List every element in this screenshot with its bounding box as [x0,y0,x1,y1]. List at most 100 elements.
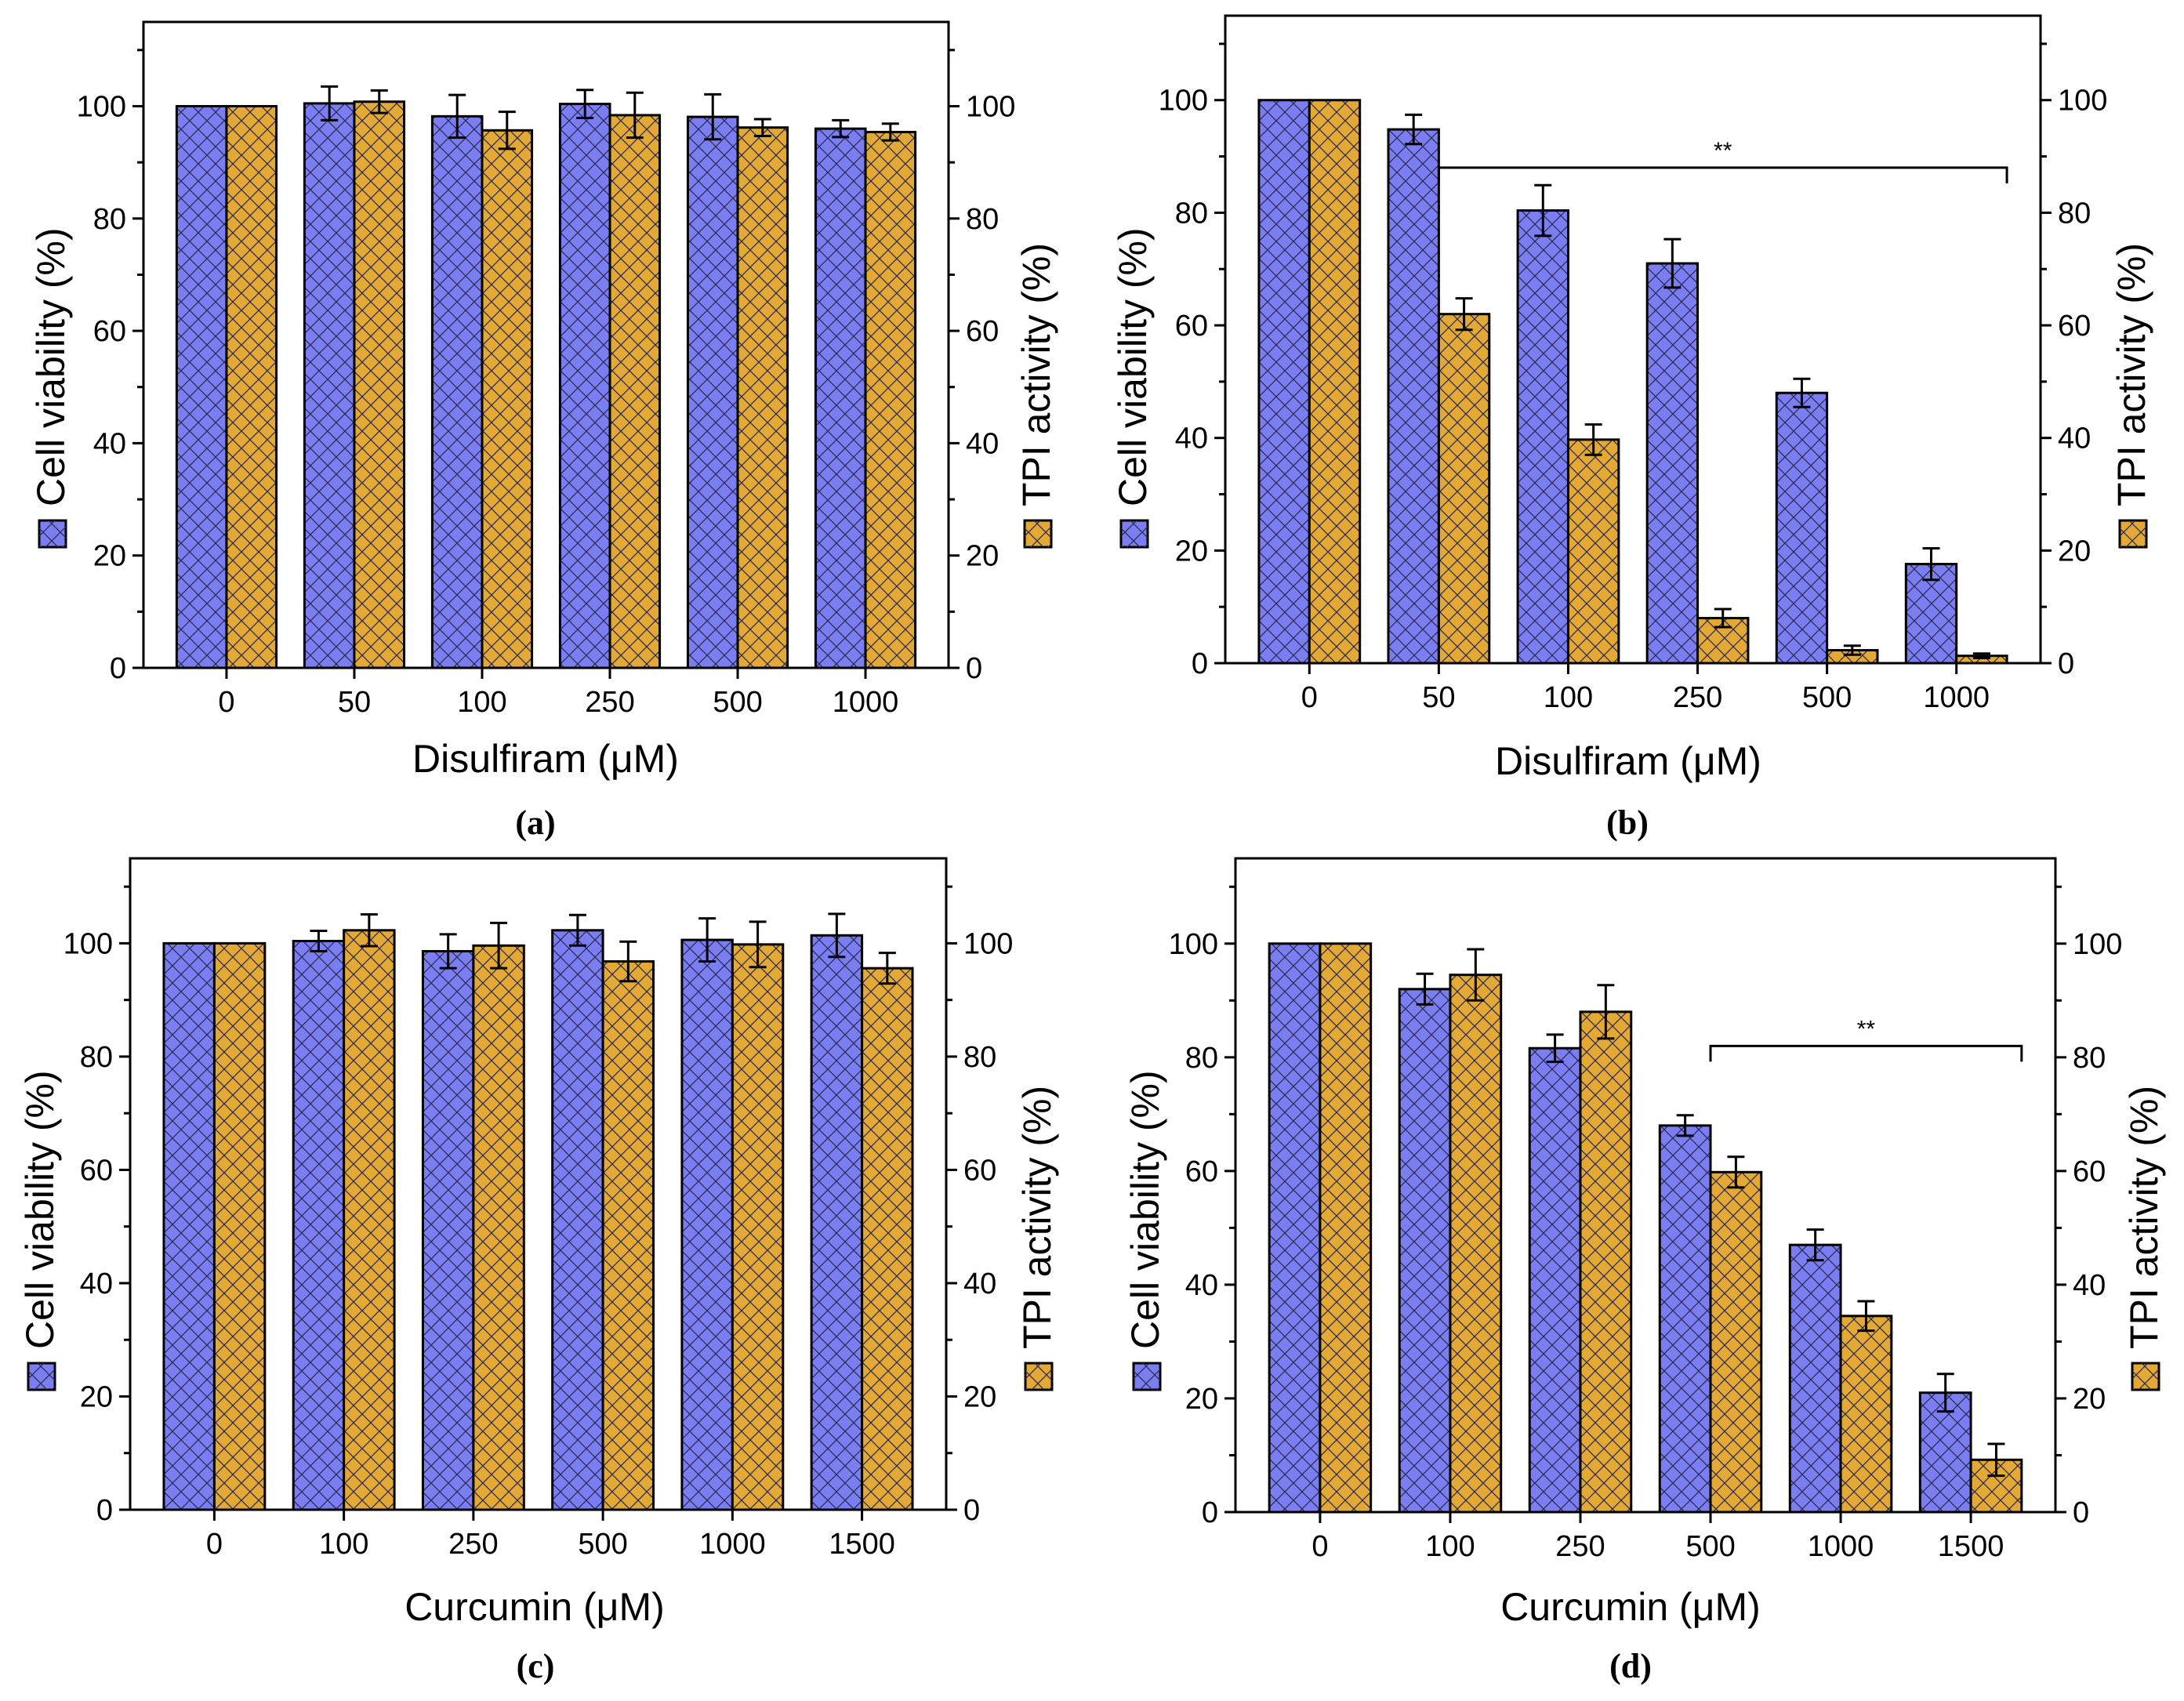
x-tick-label-a-1: 50 [338,686,371,719]
y-axis-label-left-a: Cell viability (%) [29,227,73,506]
sig-d: ** [1709,1016,2023,1062]
y-axis-right-b: TPI activity (%) [2110,243,2153,549]
y-tick-label-right-d-0: 0 [2073,1496,2089,1529]
y-tick-label-left-a-2: 40 [93,427,126,460]
y-tick-label-left-c-2: 40 [80,1268,113,1300]
errors-c [310,912,896,985]
x-tick-label-c-3: 500 [578,1528,627,1561]
bar-hatch-d-s2-3 [1709,1170,1763,1514]
x-tick-label-a-2: 100 [457,686,506,719]
bar-hatch-c-s1-2 [421,950,475,1511]
bar-hatch-c-s1-4 [680,938,734,1511]
y-tick-label-left-c-4: 80 [80,1041,113,1074]
y-tick-label-left-d-0: 0 [1202,1496,1218,1529]
y-tick-label-right-d-2: 40 [2073,1269,2106,1302]
y-tick-label-left-d-5: 100 [1169,928,1218,961]
y-tick-label-left-b-2: 40 [1175,423,1208,455]
bar-hatch-a-s2-1 [353,100,406,669]
y-tick-label-right-a-0: 0 [966,652,982,685]
y-axis-right-c: TPI activity (%) [1015,1086,1059,1391]
y-axis-right-d: TPI activity (%) [2122,1086,2166,1391]
y-tick-label-right-b-3: 60 [2058,310,2091,343]
x-tick-label-c-1: 100 [319,1528,368,1561]
legend-hatch-a-s2 [1025,520,1051,547]
y-tick-label-left-d-2: 40 [1185,1269,1218,1302]
bar-hatch-d-s2-0 [1319,942,1373,1514]
bar-hatch-c-s1-5 [810,934,864,1511]
bar-hatch-a-s2-3 [608,114,662,669]
y-tick-label-right-d-4: 80 [2073,1042,2106,1075]
y-axis-left-c: Cell viability (%) [18,1070,62,1391]
panel-c: 0 100 250 500 1000 1500 0 0 20 20 40 40 60 60 80 80 100… [18,857,1059,1685]
y-tick-label-left-d-1: 20 [1185,1383,1218,1416]
x-tick-label-b-5: 1000 [1923,681,1990,714]
y-tick-label-left-b-5: 100 [1159,85,1208,118]
bar-hatch-c-s1-3 [551,929,604,1511]
y-tick-label-left-b-1: 20 [1175,535,1208,568]
y-tick-label-right-c-4: 80 [963,1041,996,1074]
x-tick-label-d-1: 100 [1425,1530,1475,1563]
panel-label-b: (b) [1606,803,1649,842]
bar-hatch-b-s2-2 [1566,438,1620,665]
y-tick-label-right-c-2: 40 [963,1268,996,1300]
plot-frame-a [142,20,950,669]
bar-hatch-a-s1-4 [686,115,739,669]
yticks-d: 0 0 20 20 40 40 60 60 80 80 100 100 [1169,885,2122,1529]
y-axis-left-a: Cell viability (%) [29,227,73,549]
legend-hatch-d-s1 [1134,1363,1160,1390]
x-tick-label-d-3: 500 [1685,1530,1735,1563]
y-tick-label-left-c-1: 20 [80,1380,113,1413]
panel-label-d: (d) [1609,1647,1652,1685]
y-tick-label-left-b-0: 0 [1192,647,1208,680]
y-tick-label-left-a-1: 20 [93,540,126,573]
y-tick-label-right-b-0: 0 [2058,647,2074,680]
bar-hatch-c-s2-2 [472,944,525,1511]
bar-hatch-a-s1-1 [303,102,356,669]
significance-label-b: ** [1714,138,1732,164]
y-tick-label-left-a-3: 60 [93,315,126,348]
y-axis-left-b: Cell viability (%) [1111,227,1155,549]
bar-hatch-b-s2-1 [1437,313,1491,665]
y-tick-label-right-a-5: 100 [966,90,1015,123]
bar-hatch-d-s2-4 [1839,1315,1893,1514]
x-tick-label-d-0: 0 [1311,1530,1328,1563]
y-tick-label-left-c-3: 60 [80,1154,113,1187]
y-tick-label-right-b-2: 40 [2058,423,2091,455]
panel-label-a: (a) [515,803,555,842]
y-tick-label-right-b-1: 20 [2058,535,2091,568]
bar-hatch-a-s1-5 [814,127,867,669]
bar-hatch-a-s2-4 [736,126,789,669]
x-tick-label-a-0: 0 [218,686,234,719]
legend-hatch-c-s1 [28,1363,55,1390]
legend-hatch-b-s1 [1121,520,1148,547]
yticks-c: 0 0 20 20 40 40 60 60 80 80 100 100 [63,885,1013,1527]
x-tick-label-a-3: 250 [585,686,634,719]
y-tick-label-right-b-5: 100 [2058,85,2107,118]
significance-bracket-b [1437,166,2008,183]
bar-hatch-b-s1-3 [1645,262,1700,665]
bar-hatch-a-s1-0 [175,104,228,669]
bar-hatch-c-s1-0 [162,941,216,1511]
plot-frame-c [129,857,948,1511]
x-tick-label-b-4: 500 [1802,681,1852,714]
y-tick-label-left-c-0: 0 [96,1494,113,1527]
x-tick-label-c-4: 1000 [699,1528,766,1561]
bars-b [1257,99,2008,665]
bar-hatch-c-s2-0 [212,941,267,1511]
yticks-b: 0 0 20 20 40 40 60 60 80 80 100 100 [1159,42,2107,680]
y-tick-label-left-b-3: 60 [1175,310,1208,343]
bar-hatch-b-s1-1 [1387,128,1440,665]
y-tick-label-right-a-1: 20 [966,540,999,573]
bar-hatch-b-s1-2 [1516,209,1569,665]
bar-hatch-b-s2-0 [1308,99,1362,665]
x-tick-label-d-5: 1500 [1938,1530,2004,1563]
y-tick-label-right-d-5: 100 [2073,928,2122,961]
bar-hatch-a-s2-5 [864,130,917,669]
panel-d: 0 100 250 500 1000 1500 0 0 20 20 40 40 60 60 80 80 100… [1123,857,2166,1685]
y-axis-right-a: TPI activity (%) [1014,243,1058,549]
plot-frame-b [1224,14,2042,665]
x-tick-label-d-4: 1000 [1808,1530,1874,1563]
x-axis-label-c: Curcumin (μM) [405,1585,665,1629]
sig-b: ** [1437,138,2008,183]
